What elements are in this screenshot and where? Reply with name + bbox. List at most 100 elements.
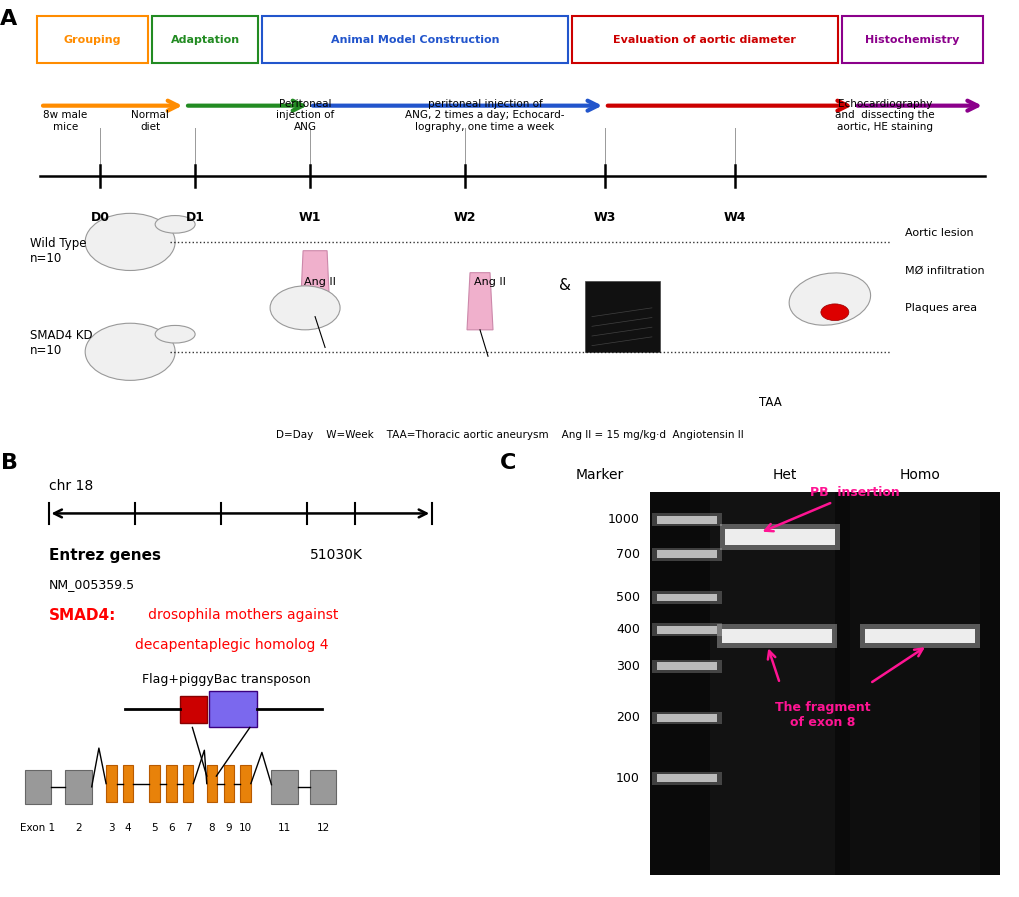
FancyBboxPatch shape [182,765,194,802]
FancyBboxPatch shape [262,16,568,63]
FancyBboxPatch shape [271,770,298,804]
FancyBboxPatch shape [122,765,133,802]
Text: MØ infiltration: MØ infiltration [904,266,983,275]
Polygon shape [300,251,330,317]
FancyBboxPatch shape [106,765,116,802]
Text: 12: 12 [316,823,329,833]
Text: Adaptation: Adaptation [170,35,239,45]
FancyBboxPatch shape [652,771,721,785]
FancyBboxPatch shape [37,16,148,63]
FancyBboxPatch shape [719,524,839,550]
Ellipse shape [270,286,339,330]
FancyBboxPatch shape [859,624,979,648]
FancyBboxPatch shape [166,765,176,802]
Text: The fragment
of exon 8: The fragment of exon 8 [773,701,869,728]
FancyBboxPatch shape [652,623,721,636]
Text: 2: 2 [75,823,82,833]
Text: Echocardiography
and  dissecting the
aortic, HE staining: Echocardiography and dissecting the aort… [835,99,933,132]
Text: decapentaplegic homolog 4: decapentaplegic homolog 4 [135,639,328,652]
Ellipse shape [820,304,848,320]
FancyBboxPatch shape [310,770,336,804]
Text: Homo: Homo [899,468,940,483]
Text: Entrez genes: Entrez genes [49,548,160,563]
Text: 7: 7 [184,823,192,833]
FancyBboxPatch shape [572,16,837,63]
Text: 200: 200 [615,711,639,725]
FancyBboxPatch shape [652,548,721,561]
Text: 400: 400 [615,623,639,636]
FancyBboxPatch shape [24,770,51,804]
Text: 10: 10 [238,823,252,833]
FancyBboxPatch shape [152,16,258,63]
Text: SMAD4:: SMAD4: [49,608,116,623]
FancyBboxPatch shape [864,629,974,643]
FancyBboxPatch shape [657,774,716,782]
FancyBboxPatch shape [716,624,837,648]
Text: peritoneal injection of
ANG, 2 times a day; Echocard-
lography, one time a week: peritoneal injection of ANG, 2 times a d… [405,99,565,132]
Text: chr 18: chr 18 [49,479,93,493]
Text: 3: 3 [108,823,114,833]
Text: Het: Het [772,468,796,483]
Text: 8: 8 [209,823,215,833]
Text: Peritoneal
injection of
ANG: Peritoneal injection of ANG [276,99,334,132]
Text: 9: 9 [225,823,232,833]
Text: Evaluation of aortic diameter: Evaluation of aortic diameter [612,35,796,45]
Text: A: A [0,9,17,29]
Text: SMAD4 KD
n=10: SMAD4 KD n=10 [31,329,93,357]
FancyBboxPatch shape [223,765,233,802]
Ellipse shape [85,213,175,271]
Text: 100: 100 [615,771,639,785]
Text: D=Day    W=Week    TAA=Thoracic aortic aneurysm    Ang II = 15 mg/kg·d  Angioten: D=Day W=Week TAA=Thoracic aortic aneurys… [276,430,743,440]
Text: drosophila mothers against: drosophila mothers against [135,608,338,623]
FancyBboxPatch shape [657,594,716,601]
FancyBboxPatch shape [657,626,716,633]
Text: 700: 700 [615,548,639,561]
Text: B: B [1,453,17,473]
FancyBboxPatch shape [725,529,835,544]
FancyBboxPatch shape [657,516,716,524]
Text: Marker: Marker [576,468,624,483]
FancyBboxPatch shape [652,513,721,527]
FancyBboxPatch shape [657,662,716,670]
FancyBboxPatch shape [149,765,160,802]
Text: W2: W2 [453,211,476,224]
FancyBboxPatch shape [841,16,982,63]
Text: Animal Model Construction: Animal Model Construction [330,35,498,45]
Text: Plaques area: Plaques area [904,303,976,313]
Text: 300: 300 [615,660,639,673]
Ellipse shape [85,323,175,380]
Text: 5: 5 [151,823,158,833]
Ellipse shape [789,273,870,326]
Text: D0: D0 [91,211,110,224]
FancyBboxPatch shape [180,695,207,723]
FancyBboxPatch shape [585,282,659,352]
Text: W1: W1 [299,211,321,224]
Text: 500: 500 [615,591,639,604]
Text: Exon 1: Exon 1 [20,823,55,833]
FancyBboxPatch shape [652,660,721,673]
FancyBboxPatch shape [240,765,251,802]
Text: 1000: 1000 [607,513,639,527]
Text: Ang II: Ang II [474,277,505,287]
Ellipse shape [155,326,195,343]
Text: NM_005359.5: NM_005359.5 [49,578,135,591]
Text: Grouping: Grouping [64,35,121,45]
Text: C: C [499,453,516,473]
FancyBboxPatch shape [209,692,257,727]
Text: D1: D1 [185,211,205,224]
Text: Normal
diet: Normal diet [131,110,169,132]
Text: Aortic lesion: Aortic lesion [904,228,972,238]
Text: 4: 4 [124,823,131,833]
FancyBboxPatch shape [652,711,721,725]
Text: W4: W4 [722,211,746,224]
Polygon shape [467,273,492,330]
FancyBboxPatch shape [721,629,832,643]
Text: 8w male
mice: 8w male mice [43,110,88,132]
FancyBboxPatch shape [652,591,721,604]
Text: 11: 11 [278,823,291,833]
Text: Ang II: Ang II [304,277,335,287]
FancyBboxPatch shape [207,765,217,802]
Text: 6: 6 [168,823,174,833]
Text: TAA: TAA [758,396,781,409]
Text: Flag+piggyBac transposon: Flag+piggyBac transposon [142,673,310,685]
